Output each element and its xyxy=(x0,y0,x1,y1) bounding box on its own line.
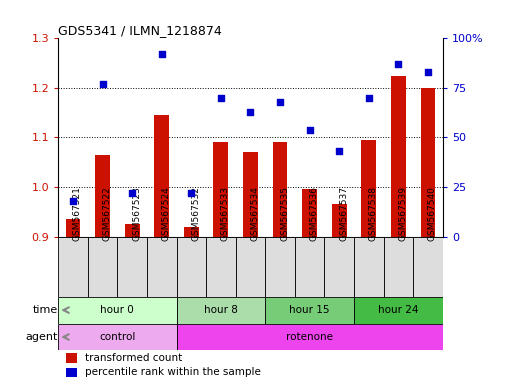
Point xyxy=(364,95,372,101)
Text: percentile rank within the sample: percentile rank within the sample xyxy=(85,367,261,377)
Bar xyxy=(66,219,80,237)
Text: control: control xyxy=(99,332,135,342)
Bar xyxy=(361,140,375,237)
Point xyxy=(305,126,313,132)
Text: hour 0: hour 0 xyxy=(100,305,134,315)
Point xyxy=(69,198,77,204)
Bar xyxy=(125,224,139,237)
Bar xyxy=(242,152,258,237)
Text: GSM567537: GSM567537 xyxy=(338,186,347,241)
Text: GSM567524: GSM567524 xyxy=(162,187,170,241)
Bar xyxy=(176,297,265,324)
Bar xyxy=(272,142,287,237)
Point xyxy=(393,61,401,67)
Text: GSM567535: GSM567535 xyxy=(279,186,288,241)
Point xyxy=(423,69,431,75)
Text: GSM567539: GSM567539 xyxy=(397,186,407,241)
Point xyxy=(187,190,195,196)
Bar xyxy=(265,297,354,324)
Text: GSM567536: GSM567536 xyxy=(309,186,318,241)
Text: GSM567534: GSM567534 xyxy=(250,187,259,241)
Text: hour 24: hour 24 xyxy=(377,305,418,315)
Text: GSM567538: GSM567538 xyxy=(368,186,377,241)
Text: agent: agent xyxy=(25,332,58,342)
Text: GSM567532: GSM567532 xyxy=(191,187,200,241)
Bar xyxy=(354,237,383,297)
Bar xyxy=(420,88,434,237)
Bar xyxy=(183,227,198,237)
Bar xyxy=(331,204,346,237)
Bar xyxy=(58,237,87,297)
Text: GSM567522: GSM567522 xyxy=(103,187,111,241)
Bar xyxy=(117,237,146,297)
Text: hour 8: hour 8 xyxy=(204,305,237,315)
Bar xyxy=(95,155,110,237)
Point xyxy=(98,81,107,87)
Bar xyxy=(301,189,317,237)
Point xyxy=(334,148,342,154)
Text: hour 15: hour 15 xyxy=(289,305,329,315)
Bar xyxy=(176,237,206,297)
Text: GSM567521: GSM567521 xyxy=(73,187,82,241)
Point xyxy=(275,99,283,105)
Text: time: time xyxy=(32,305,58,315)
Bar xyxy=(66,367,77,377)
Text: rotenone: rotenone xyxy=(285,332,332,342)
Bar xyxy=(213,142,228,237)
Bar xyxy=(354,297,442,324)
Bar xyxy=(146,237,176,297)
Text: transformed count: transformed count xyxy=(85,353,182,363)
Point xyxy=(217,95,225,101)
Text: GSM567523: GSM567523 xyxy=(132,187,141,241)
Point xyxy=(246,109,254,115)
Bar xyxy=(324,237,353,297)
Bar xyxy=(294,237,324,297)
Text: GDS5341 / ILMN_1218874: GDS5341 / ILMN_1218874 xyxy=(58,24,222,37)
Text: GSM567540: GSM567540 xyxy=(427,187,436,241)
Bar xyxy=(235,237,265,297)
Bar xyxy=(390,76,405,237)
Bar xyxy=(154,115,169,237)
Point xyxy=(128,190,136,196)
Bar xyxy=(58,297,176,324)
Point xyxy=(158,51,166,57)
Bar xyxy=(176,324,442,351)
Bar xyxy=(87,237,117,297)
Text: GSM567533: GSM567533 xyxy=(221,186,229,241)
Bar xyxy=(58,324,176,351)
Bar xyxy=(265,237,294,297)
Bar xyxy=(206,237,235,297)
Bar xyxy=(413,237,442,297)
Bar xyxy=(66,353,77,363)
Bar xyxy=(383,237,413,297)
